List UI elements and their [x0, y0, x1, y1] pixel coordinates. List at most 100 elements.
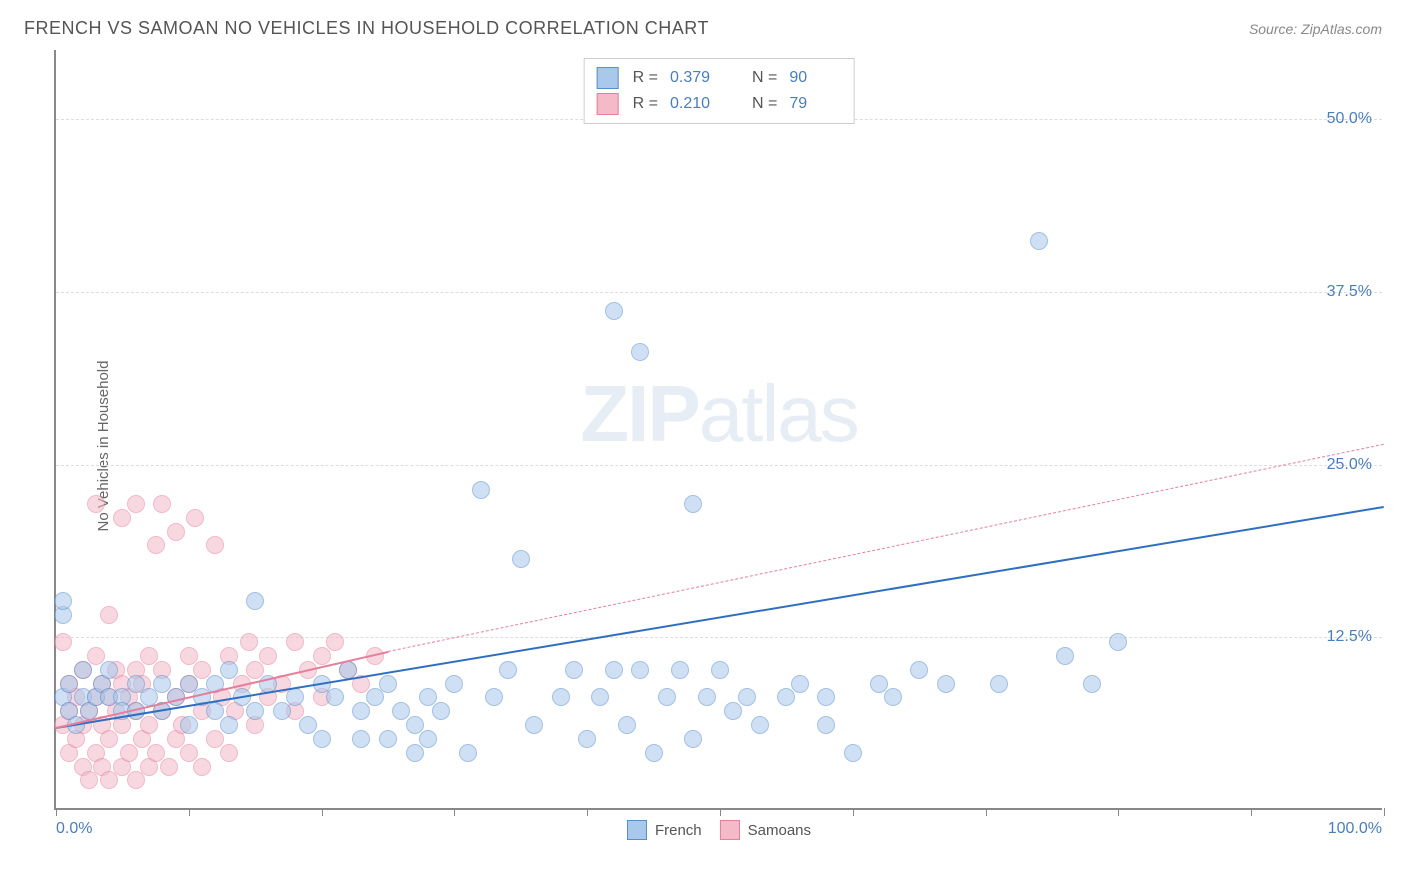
samoans-point — [153, 495, 171, 513]
samoans-point — [193, 758, 211, 776]
french-point — [645, 744, 663, 762]
legend-row: R =0.379N =90 — [597, 65, 842, 91]
samoans-point — [286, 633, 304, 651]
samoans-point — [326, 633, 344, 651]
french-point — [1030, 232, 1048, 250]
x-label-min: 0.0% — [56, 820, 92, 838]
french-point — [552, 688, 570, 706]
watermark-bold: ZIP — [580, 369, 698, 458]
french-point — [565, 661, 583, 679]
y-tick-label: 25.0% — [1327, 456, 1376, 474]
french-point — [352, 702, 370, 720]
french-point — [724, 702, 742, 720]
y-tick-label: 37.5% — [1327, 283, 1376, 301]
r-value: 0.210 — [670, 95, 722, 113]
x-tick — [1251, 808, 1252, 816]
french-point — [631, 661, 649, 679]
samoans-point — [80, 771, 98, 789]
french-point — [100, 661, 118, 679]
samoans-point — [313, 647, 331, 665]
series-legend-label: French — [655, 822, 702, 839]
x-tick — [454, 808, 455, 816]
french-point — [459, 744, 477, 762]
french-trend-line — [56, 506, 1384, 729]
samoans-point — [87, 495, 105, 513]
french-point — [246, 592, 264, 610]
french-point — [419, 730, 437, 748]
x-tick — [56, 808, 57, 816]
french-point — [844, 744, 862, 762]
n-value: 79 — [789, 95, 841, 113]
samoans-point — [147, 536, 165, 554]
french-point — [1083, 675, 1101, 693]
legend-swatch — [597, 93, 619, 115]
chart-source: Source: ZipAtlas.com — [1249, 21, 1382, 37]
legend-swatch — [627, 820, 647, 840]
french-point — [817, 688, 835, 706]
french-point — [54, 592, 72, 610]
x-label-max: 100.0% — [1328, 820, 1382, 838]
french-point — [485, 688, 503, 706]
french-point — [605, 302, 623, 320]
french-point — [751, 716, 769, 734]
french-point — [618, 716, 636, 734]
french-point — [326, 688, 344, 706]
y-tick-label: 12.5% — [1327, 628, 1376, 646]
samoans-point — [113, 509, 131, 527]
french-point — [220, 661, 238, 679]
french-point — [738, 688, 756, 706]
samoans-point — [140, 716, 158, 734]
french-point — [406, 744, 424, 762]
french-point — [591, 688, 609, 706]
french-point — [352, 730, 370, 748]
grid-line — [56, 292, 1382, 293]
series-legend: FrenchSamoans — [627, 820, 811, 840]
french-point — [910, 661, 928, 679]
french-point — [445, 675, 463, 693]
french-point — [671, 661, 689, 679]
y-tick-label: 50.0% — [1327, 110, 1376, 128]
french-point — [74, 661, 92, 679]
french-point — [499, 661, 517, 679]
samoans-point — [240, 633, 258, 651]
x-tick — [1118, 808, 1119, 816]
french-point — [220, 716, 238, 734]
legend-swatch — [720, 820, 740, 840]
french-point — [578, 730, 596, 748]
french-point — [1056, 647, 1074, 665]
french-point — [711, 661, 729, 679]
watermark-rest: atlas — [699, 369, 858, 458]
r-label: R = — [633, 95, 658, 113]
samoans-point — [100, 730, 118, 748]
samoans-point — [220, 744, 238, 762]
correlation-legend: R =0.379N =90 R = 0.210 N = 79 — [584, 58, 855, 124]
french-point — [684, 730, 702, 748]
legend-swatch — [597, 67, 619, 89]
samoans-trend-line-dashed — [388, 444, 1384, 652]
french-point — [246, 702, 264, 720]
french-point — [698, 688, 716, 706]
french-point — [313, 730, 331, 748]
watermark: ZIPatlas — [580, 368, 857, 460]
french-point — [379, 675, 397, 693]
samoans-point — [160, 758, 178, 776]
french-point — [817, 716, 835, 734]
french-point — [525, 716, 543, 734]
chart-header: FRENCH VS SAMOAN NO VEHICLES IN HOUSEHOL… — [0, 0, 1406, 47]
n-label: N = — [752, 69, 777, 87]
french-point — [884, 688, 902, 706]
grid-line — [56, 465, 1382, 466]
x-tick — [986, 808, 987, 816]
samoans-point — [259, 647, 277, 665]
samoans-point — [206, 536, 224, 554]
french-point — [990, 675, 1008, 693]
series-legend-item: French — [627, 820, 702, 840]
french-point — [777, 688, 795, 706]
x-tick — [720, 808, 721, 816]
samoans-point — [127, 495, 145, 513]
samoans-point — [167, 523, 185, 541]
x-tick — [189, 808, 190, 816]
x-tick — [322, 808, 323, 816]
french-point — [684, 495, 702, 513]
french-point — [658, 688, 676, 706]
